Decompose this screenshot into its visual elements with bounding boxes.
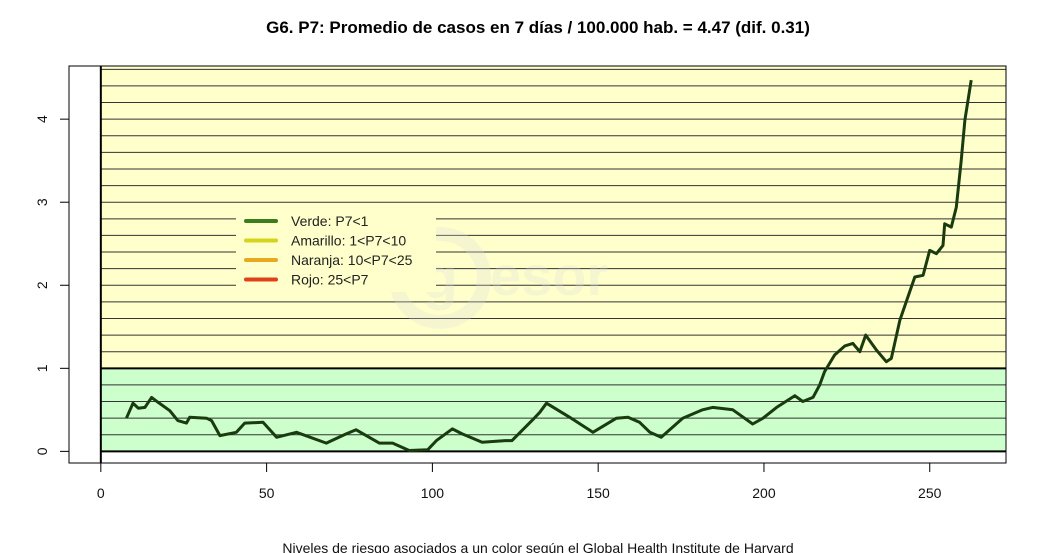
legend-label: Verde: P7<1 [291,213,369,229]
chart-title: G6. P7: Promedio de casos en 7 días / 10… [266,18,810,37]
svg-text:esor: esor [490,244,608,307]
x-tick-label: 100 [421,485,445,501]
legend-label: Naranja: 10<P7<25 [291,252,413,268]
x-tick-label: 200 [752,485,776,501]
y-tick-label: 2 [34,281,50,289]
legend: Verde: P7<1 Amarillo: 1<P7<10 Naranja: 10<… [236,204,436,292]
y-tick-label: 4 [34,115,50,123]
y-tick-label: 1 [34,364,50,372]
footnote: Niveles de riesgo asociados a un color s… [282,540,793,553]
y-tick-label: 0 [34,447,50,455]
risk-bands [100,66,1007,452]
plot-border [68,65,1007,464]
x-tick-label: 250 [918,485,942,501]
gridlines [100,68,1006,453]
band-verde [100,368,1007,452]
legend-label: Rojo: 25<P7 [291,272,369,288]
legend-label: Amarillo: 1<P7<10 [291,233,406,249]
x-tick-label: 150 [586,485,610,501]
x-tick-label: 0 [97,485,105,501]
legend-box [236,204,436,292]
series-line-p7 [125,79,973,452]
y-tick-label: 3 [34,198,50,206]
axes: 0 50 100 150 200 250 0 1 2 3 4 [34,65,1007,501]
x-tick-label: 50 [259,485,275,501]
